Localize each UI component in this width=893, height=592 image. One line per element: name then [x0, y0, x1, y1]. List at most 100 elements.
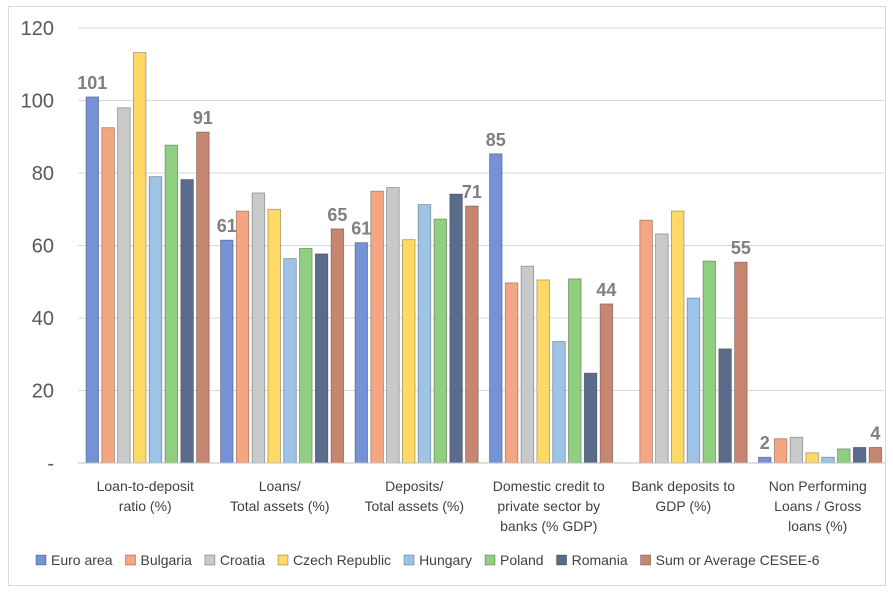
legend: Euro area Bulgaria Croatia Czech Republic Hu… — [35, 552, 820, 568]
bar — [180, 179, 194, 464]
category-label: Domestic credit to — [493, 478, 605, 494]
data-label: 85 — [486, 130, 506, 150]
category-label: private sector by — [497, 498, 600, 514]
bar — [85, 96, 100, 464]
bar — [401, 239, 416, 464]
bar — [552, 341, 566, 464]
category-label: Bank deposits to — [631, 478, 735, 494]
bar — [821, 456, 835, 464]
category-label: ratio (%) — [119, 498, 172, 514]
bar — [536, 279, 550, 464]
bar — [196, 131, 210, 464]
bar — [504, 282, 519, 464]
bar — [655, 233, 669, 464]
data-label: 61 — [351, 219, 371, 239]
category-label: loans (%) — [788, 518, 847, 534]
bar — [805, 452, 819, 464]
data-label: 44 — [596, 280, 616, 300]
category-label: GDP (%) — [655, 498, 711, 514]
bar — [583, 372, 598, 464]
category-label: Loan-to-deposit — [97, 478, 194, 494]
legend-label: Czech Republic — [293, 552, 391, 568]
category-label: Deposits/ — [385, 478, 443, 494]
y-tick-label: 80 — [32, 163, 54, 185]
bar — [251, 192, 266, 464]
bar — [520, 265, 535, 464]
category-label: Total assets (%) — [364, 498, 464, 514]
bar — [671, 210, 685, 464]
legend-swatch — [125, 554, 136, 566]
bar — [489, 153, 503, 464]
data-label: 61 — [217, 216, 237, 236]
bar — [283, 258, 297, 464]
bar — [734, 261, 748, 464]
bar — [386, 187, 400, 464]
legend-swatch — [484, 554, 496, 566]
legend-label: Sum or Average CESEE-6 — [656, 552, 820, 568]
bar — [758, 456, 772, 464]
category-label: Total assets (%) — [230, 498, 330, 514]
bar — [718, 348, 732, 464]
y-tick-label: - — [47, 453, 54, 475]
category-label: Loans / Gross — [774, 498, 861, 514]
bar — [599, 303, 614, 464]
bar — [220, 239, 234, 464]
legend-swatch — [204, 554, 216, 566]
legend-swatch — [35, 554, 47, 566]
bar — [148, 176, 163, 464]
bar — [417, 204, 432, 464]
legend-swatch — [277, 554, 289, 566]
bar — [370, 190, 384, 464]
bar — [117, 107, 131, 464]
bar — [773, 438, 788, 464]
legend-swatch — [556, 554, 567, 566]
data-label: 4 — [870, 423, 880, 443]
bar — [702, 260, 717, 464]
y-tick-label: 40 — [32, 308, 54, 330]
legend-label: Bulgaria — [140, 552, 192, 568]
bar — [465, 205, 479, 464]
y-tick-label: 120 — [21, 18, 54, 40]
bar — [433, 218, 448, 464]
bar — [354, 242, 369, 464]
data-label: 91 — [193, 108, 213, 128]
bar — [686, 297, 701, 464]
bar — [449, 193, 463, 464]
bar — [267, 208, 281, 464]
data-label: 65 — [327, 205, 347, 225]
bar — [837, 448, 851, 464]
data-label: 55 — [731, 238, 751, 258]
category-labels: Loan-to-deposit ratio (%) Loans/Total asse… — [97, 478, 867, 534]
legend-label: Hungary — [419, 552, 472, 568]
category-label: Non Performing — [769, 478, 867, 494]
gridlines — [78, 27, 885, 391]
data-label: 71 — [462, 182, 482, 202]
y-tick-label: 60 — [32, 236, 54, 258]
bar — [568, 278, 582, 464]
data-label: 101 — [77, 73, 107, 93]
bar — [299, 247, 313, 464]
bar — [235, 210, 250, 464]
legend-label: Croatia — [220, 552, 265, 568]
category-label: banks (% GDP) — [500, 518, 597, 534]
y-axis-ticks: - 20 40 60 80 100 120 — [21, 18, 54, 475]
bar — [132, 52, 147, 464]
chart-frame — [8, 6, 886, 586]
bars — [85, 52, 883, 464]
legend-swatch — [640, 554, 652, 566]
bar — [868, 447, 883, 464]
bar — [164, 144, 179, 464]
legend-label: Euro area — [51, 552, 113, 568]
y-tick-label: 100 — [21, 91, 54, 113]
bar — [330, 228, 345, 464]
bar — [852, 447, 867, 464]
legend-swatch — [403, 554, 415, 566]
bar — [314, 253, 329, 464]
bar — [639, 219, 653, 464]
data-label: 2 — [760, 433, 770, 453]
bar — [789, 436, 804, 464]
bar — [101, 127, 115, 464]
legend-label: Romania — [572, 552, 628, 568]
